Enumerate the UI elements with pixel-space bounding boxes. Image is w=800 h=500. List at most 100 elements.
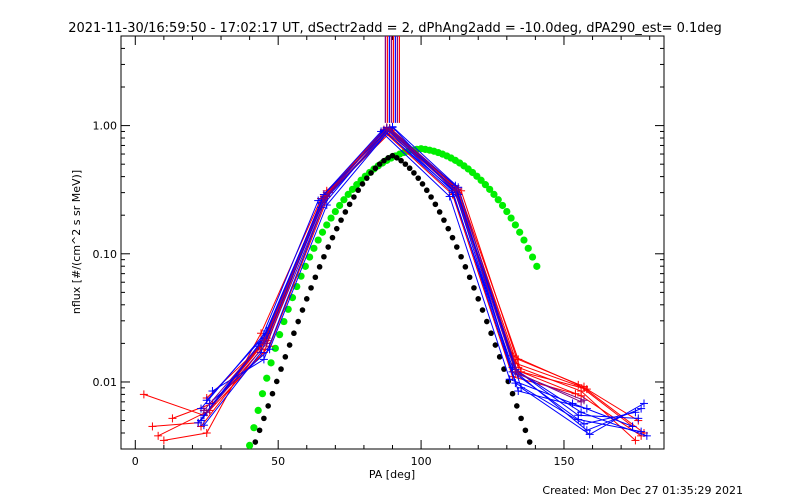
x-tick-label: 50 [271, 455, 285, 468]
x-tick-label: 0 [132, 455, 139, 468]
green-fit-point [246, 441, 254, 450]
red-data-marker [514, 355, 523, 364]
blue-series-line [203, 128, 636, 426]
green-fit-point [267, 359, 275, 367]
green-fit-point [336, 201, 344, 210]
fit-curves [246, 145, 541, 450]
red-series-line [163, 128, 633, 441]
red-data-marker [154, 431, 163, 440]
x-axis-label: PA [deg] [369, 468, 415, 481]
blue-series-line [212, 130, 587, 410]
black-fit-point [286, 342, 293, 348]
black-fit-point [402, 161, 409, 167]
black-fit-point [393, 155, 400, 161]
blue-data-marker [628, 422, 637, 431]
green-fit-point [314, 236, 322, 244]
purple-data-marker [454, 185, 463, 194]
black-fit-point [475, 296, 482, 302]
green-fit-point [323, 221, 331, 229]
blue-data-marker [445, 192, 454, 201]
purple-data-marker [322, 192, 331, 201]
spike-lines [384, 36, 400, 123]
blue-data-marker [585, 430, 594, 439]
black-fit-point [256, 427, 263, 434]
blue-data-marker [514, 387, 523, 396]
purple-series-line [203, 127, 582, 411]
black-fit-point [492, 342, 499, 348]
blue-series-line [200, 126, 642, 433]
black-fit-point [273, 378, 280, 385]
black-fit-point [423, 187, 430, 194]
blue-data-marker [631, 408, 640, 417]
black-fit-point [526, 439, 533, 445]
blue-series-line [200, 129, 639, 421]
black-fit-point [321, 253, 327, 260]
black-fit-point [436, 209, 443, 215]
black-fit-point [303, 296, 310, 302]
black-fit-point [454, 244, 460, 250]
purple-data-marker [579, 396, 588, 405]
green-fit-point [520, 236, 528, 244]
blue-data-marker [265, 345, 274, 354]
black-fit-point [265, 403, 271, 409]
created-timestamp: Created: Mon Dec 27 01:35:29 2021 [542, 484, 743, 497]
red-data-marker [579, 382, 588, 391]
red-data-marker [159, 436, 168, 445]
blue-data-marker [642, 431, 651, 440]
red-data-marker [139, 390, 148, 399]
green-fit-point [263, 374, 271, 382]
black-fit-point [333, 225, 340, 232]
black-fit-point [359, 181, 366, 187]
black-fit-point [441, 217, 447, 223]
black-fit-point [496, 354, 503, 360]
y-tick-label: 0.10 [93, 248, 118, 261]
green-fit-point [507, 214, 515, 222]
black-fit-point [312, 274, 319, 281]
black-fit-point [471, 285, 477, 291]
black-fit-point [338, 217, 344, 223]
black-fit-point [518, 415, 524, 422]
green-fit-point [258, 390, 267, 398]
purple-data-marker [385, 125, 394, 134]
red-data-marker [202, 428, 211, 437]
green-fit-point [306, 253, 314, 261]
black-fit-point [291, 330, 297, 337]
blue-data-marker [199, 421, 208, 430]
y-axis-label: nflux [#/(cm^2 s sr MeV)] [70, 170, 83, 314]
black-fit-point [252, 439, 259, 445]
black-fit-point [466, 274, 473, 281]
black-fit-point [346, 201, 353, 208]
green-fit-point [490, 190, 498, 198]
green-fit-point [511, 221, 519, 229]
green-fit-point [528, 253, 537, 261]
black-fit-point [406, 165, 413, 172]
black-fit-point [428, 194, 434, 200]
green-fit-point [254, 406, 262, 415]
black-fit-point [278, 366, 284, 372]
green-fit-point [494, 196, 502, 204]
black-fit-point [299, 307, 306, 313]
green-fit-point [344, 190, 352, 198]
purple-data-marker [514, 370, 523, 379]
blue-series-line [209, 125, 645, 435]
black-fit-point [269, 390, 276, 397]
green-fit-point [503, 207, 511, 216]
black-fit-point [484, 318, 490, 325]
blue-data-marker [568, 399, 577, 408]
blue-data-marker [259, 355, 268, 364]
green-fit-point [276, 331, 284, 339]
blue-data-marker [202, 396, 211, 405]
black-fit-point [449, 234, 456, 241]
black-fit-point [329, 234, 336, 241]
black-fit-point [398, 157, 404, 164]
black-fit-point [363, 175, 370, 181]
black-fit-point [458, 253, 464, 260]
black-fit-point [368, 170, 374, 176]
blue-data-marker [322, 201, 331, 210]
green-fit-point [280, 317, 288, 326]
blue-data-marker [637, 404, 646, 413]
purple-data-marker [262, 339, 271, 348]
black-fit-point [419, 181, 426, 187]
green-fit-point [516, 228, 524, 236]
